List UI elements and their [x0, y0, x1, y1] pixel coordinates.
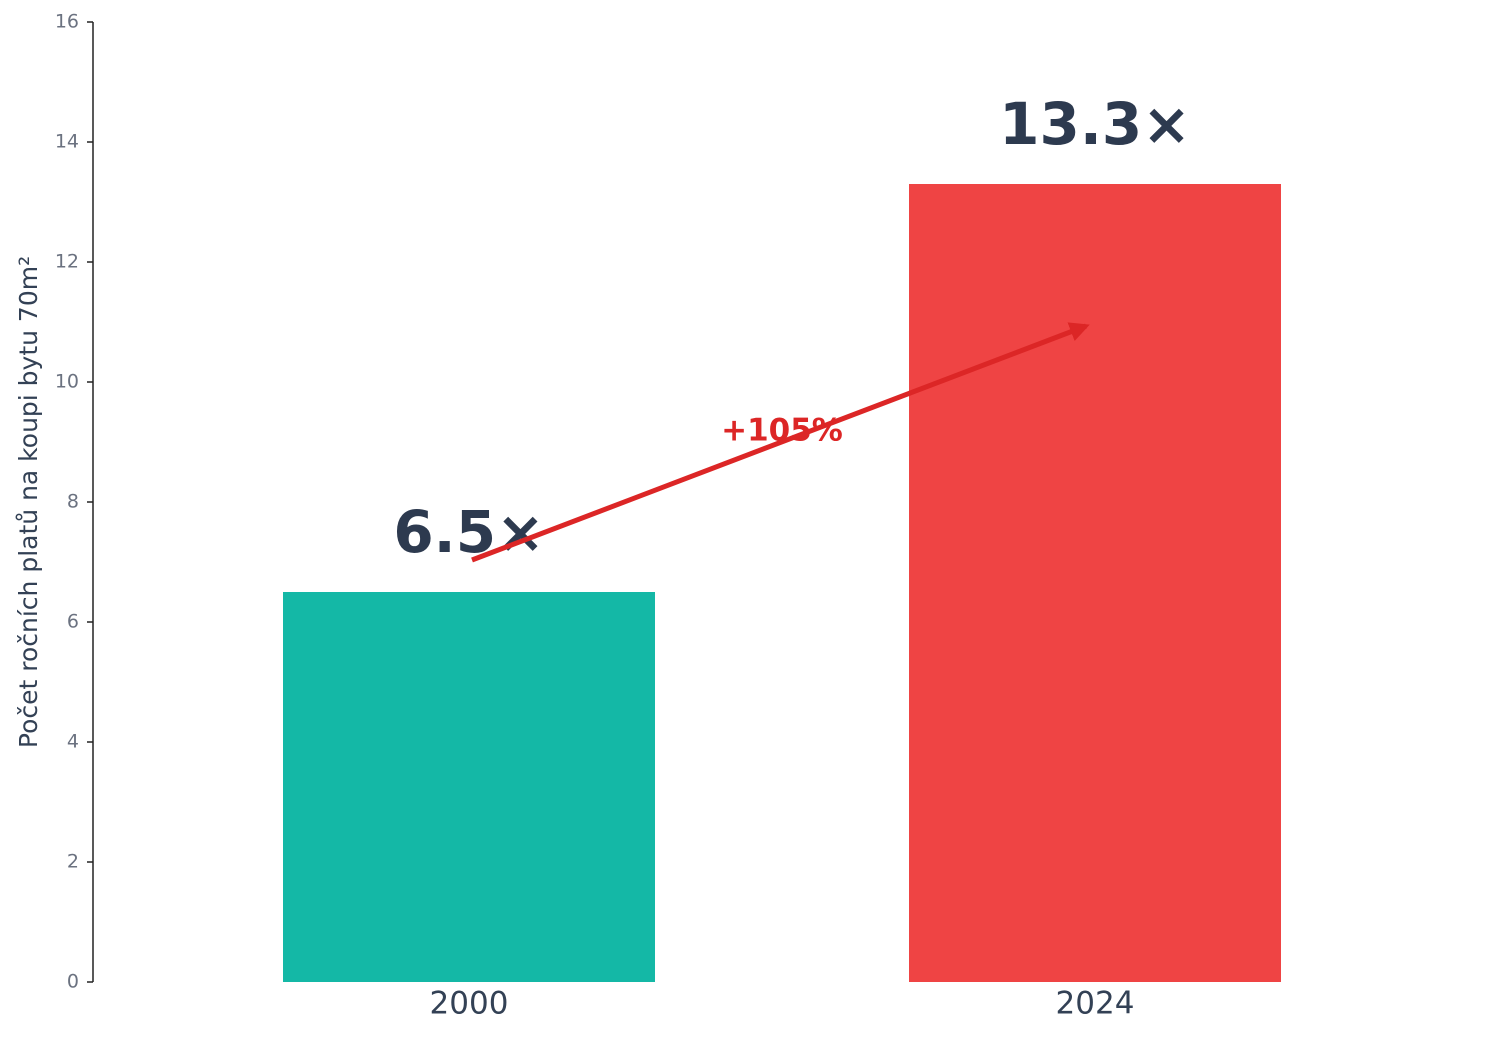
x-tick-label: 2000	[430, 986, 509, 1022]
y-tick-label: 8	[67, 491, 79, 513]
y-tick-label: 4	[67, 731, 79, 753]
change-annotation: +105%	[721, 413, 843, 449]
bar	[909, 184, 1281, 982]
y-tick-label: 16	[55, 11, 79, 33]
y-axis-label: Počet ročních platů na koupi bytu 70m²	[14, 256, 43, 748]
change-arrow	[471, 322, 1090, 563]
value-label: 6.5×	[393, 498, 544, 566]
bar	[283, 592, 655, 982]
y-tick-label: 2	[67, 851, 79, 873]
y-tick-label: 14	[55, 131, 79, 153]
y-tick-label: 6	[67, 611, 79, 633]
x-tick-label: 2024	[1056, 986, 1135, 1022]
y-tick-label: 12	[55, 251, 79, 273]
y-tick-label: 10	[55, 371, 79, 393]
value-label: 13.3×	[999, 90, 1191, 158]
y-tick-label: 0	[67, 971, 79, 993]
